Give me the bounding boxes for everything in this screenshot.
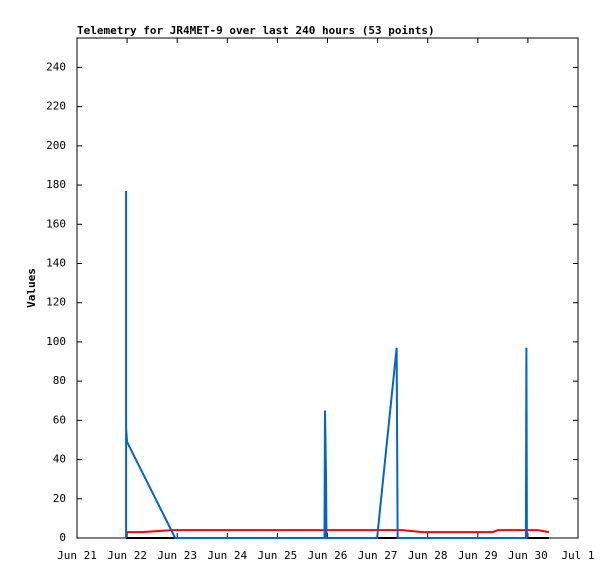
y-tick-label: 240 <box>46 60 66 73</box>
series-line <box>125 190 528 539</box>
x-tick-label: Jun 27 <box>358 549 398 562</box>
x-tick-label: Jun 29 <box>458 549 498 562</box>
y-tick-label: 200 <box>46 139 66 152</box>
y-tick-label: 100 <box>46 335 66 348</box>
x-tick-label: Jun 24 <box>207 549 247 562</box>
x-tick-label: Jun 28 <box>408 549 448 562</box>
y-axis-label: Values <box>25 268 38 308</box>
y-tick-label: 0 <box>59 531 66 544</box>
y-tick-label: 120 <box>46 296 66 309</box>
y-tick-label: 160 <box>46 217 66 230</box>
y-tick-label: 220 <box>46 100 66 113</box>
y-tick-label: 140 <box>46 256 66 269</box>
x-tick-label: Jul 1 <box>561 549 594 562</box>
series-line <box>126 529 550 534</box>
x-tick-label: Jun 26 <box>308 549 348 562</box>
x-tick-label: Jun 22 <box>107 549 147 562</box>
x-tick-label: Jun 25 <box>258 549 298 562</box>
y-tick-label: 180 <box>46 178 66 191</box>
x-tick-label: Jun 21 <box>57 549 97 562</box>
y-tick-label: 40 <box>53 453 66 466</box>
chart-title: Telemetry for JR4MET-9 over last 240 hou… <box>77 24 435 37</box>
x-tick-label: Jun 30 <box>508 549 548 562</box>
x-tick-label: Jun 23 <box>157 549 197 562</box>
y-tick-label: 60 <box>53 413 66 426</box>
plot-frame <box>76 37 579 539</box>
y-tick-label: 20 <box>53 492 66 505</box>
y-tick-label: 80 <box>53 374 66 387</box>
